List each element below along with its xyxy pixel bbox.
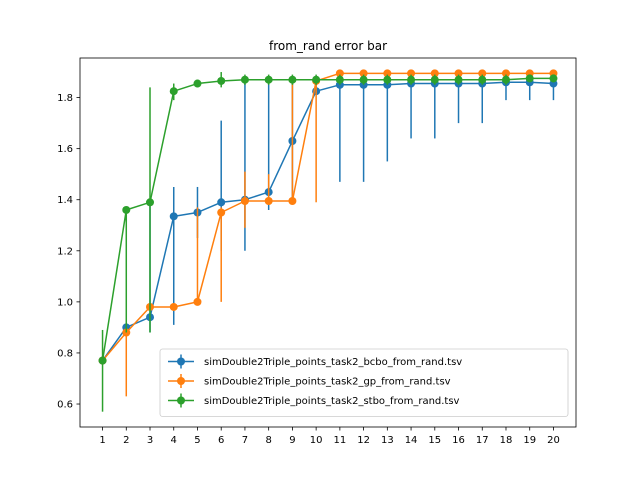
data-point — [454, 75, 463, 84]
x-tick-label: 4 — [171, 435, 177, 446]
data-point — [193, 297, 202, 306]
x-tick-label: 5 — [194, 435, 200, 446]
x-tick-label: 3 — [147, 435, 153, 446]
y-tick-label: 0.8 — [57, 348, 73, 359]
x-tick-label: 18 — [500, 435, 513, 446]
data-point — [430, 69, 439, 78]
data-point — [478, 69, 487, 78]
data-point — [335, 75, 344, 84]
x-tick-label: 16 — [452, 435, 465, 446]
data-point — [383, 69, 392, 78]
data-point — [240, 75, 249, 84]
x-tick-label: 6 — [218, 435, 224, 446]
y-tick-label: 1.0 — [57, 297, 73, 308]
data-point — [549, 74, 558, 83]
x-tick-label: 7 — [242, 435, 248, 446]
x-tick-label: 11 — [333, 435, 346, 446]
data-point — [169, 212, 178, 221]
x-tick-label: 12 — [357, 435, 370, 446]
x-tick-label: 10 — [310, 435, 323, 446]
data-point — [122, 205, 131, 214]
x-tick-label: 14 — [405, 435, 418, 446]
y-tick-label: 1.2 — [57, 246, 73, 257]
series-2 — [98, 69, 558, 397]
data-point — [383, 75, 392, 84]
data-point — [407, 69, 416, 78]
x-tick-label: 1 — [99, 435, 105, 446]
x-tick-label: 20 — [547, 435, 560, 446]
data-point — [430, 75, 439, 84]
data-point — [501, 75, 510, 84]
data-point — [478, 75, 487, 84]
axes-layer: 1 2 3 4 5 6 7 8 9 10 11 12 13 14 15 16 17 18 19 200.60.81.0… — [57, 57, 577, 446]
data-point — [240, 197, 249, 206]
legend-box — [159, 348, 569, 417]
y-tick-label: 0.6 — [57, 400, 73, 411]
data-point — [98, 356, 107, 365]
x-tick-label: 8 — [265, 435, 271, 446]
data-point — [454, 69, 463, 78]
y-tick-label: 1.6 — [57, 144, 73, 155]
x-tick-label: 2 — [123, 435, 129, 446]
legend-label: simDouble2Triple_points_task2_gp_from_ra… — [204, 377, 451, 388]
data-point — [217, 76, 226, 85]
y-tick-label: 1.4 — [57, 195, 73, 206]
data-point — [335, 69, 344, 78]
data-point — [501, 69, 510, 78]
legend-label: simDouble2Triple_points_task2_stbo_from_… — [204, 396, 460, 407]
data-point — [407, 75, 416, 84]
x-tick-label: 13 — [381, 435, 394, 446]
data-point — [193, 79, 202, 88]
data-point — [359, 69, 368, 78]
data-point — [146, 198, 155, 207]
axes-frame — [79, 57, 577, 428]
legend-marker — [177, 396, 185, 405]
x-tick-label: 15 — [428, 435, 441, 446]
data-point — [264, 197, 273, 206]
data-point — [217, 208, 226, 217]
x-tick-label: 17 — [476, 435, 489, 446]
series-layer — [98, 69, 558, 412]
legend-label: simDouble2Triple_points_task2_bcbo_from_… — [204, 357, 462, 368]
data-point — [288, 75, 297, 84]
data-point — [169, 302, 178, 311]
data-point — [312, 75, 321, 84]
data-point — [264, 75, 273, 84]
data-point — [217, 198, 226, 207]
data-point — [525, 74, 534, 83]
chart-title: from_rand error bar — [269, 39, 387, 53]
data-point — [359, 75, 368, 84]
series-3 — [98, 72, 558, 412]
data-point — [288, 197, 297, 206]
y-tick-label: 1.8 — [57, 93, 73, 104]
legend-marker — [177, 377, 185, 385]
x-tick-label: 19 — [523, 435, 536, 446]
legend: simDouble2Triple_points_task2_bcbo_from_… — [159, 348, 569, 417]
legend-marker — [177, 357, 185, 366]
x-tick-label: 9 — [289, 435, 295, 446]
data-point — [169, 87, 178, 96]
